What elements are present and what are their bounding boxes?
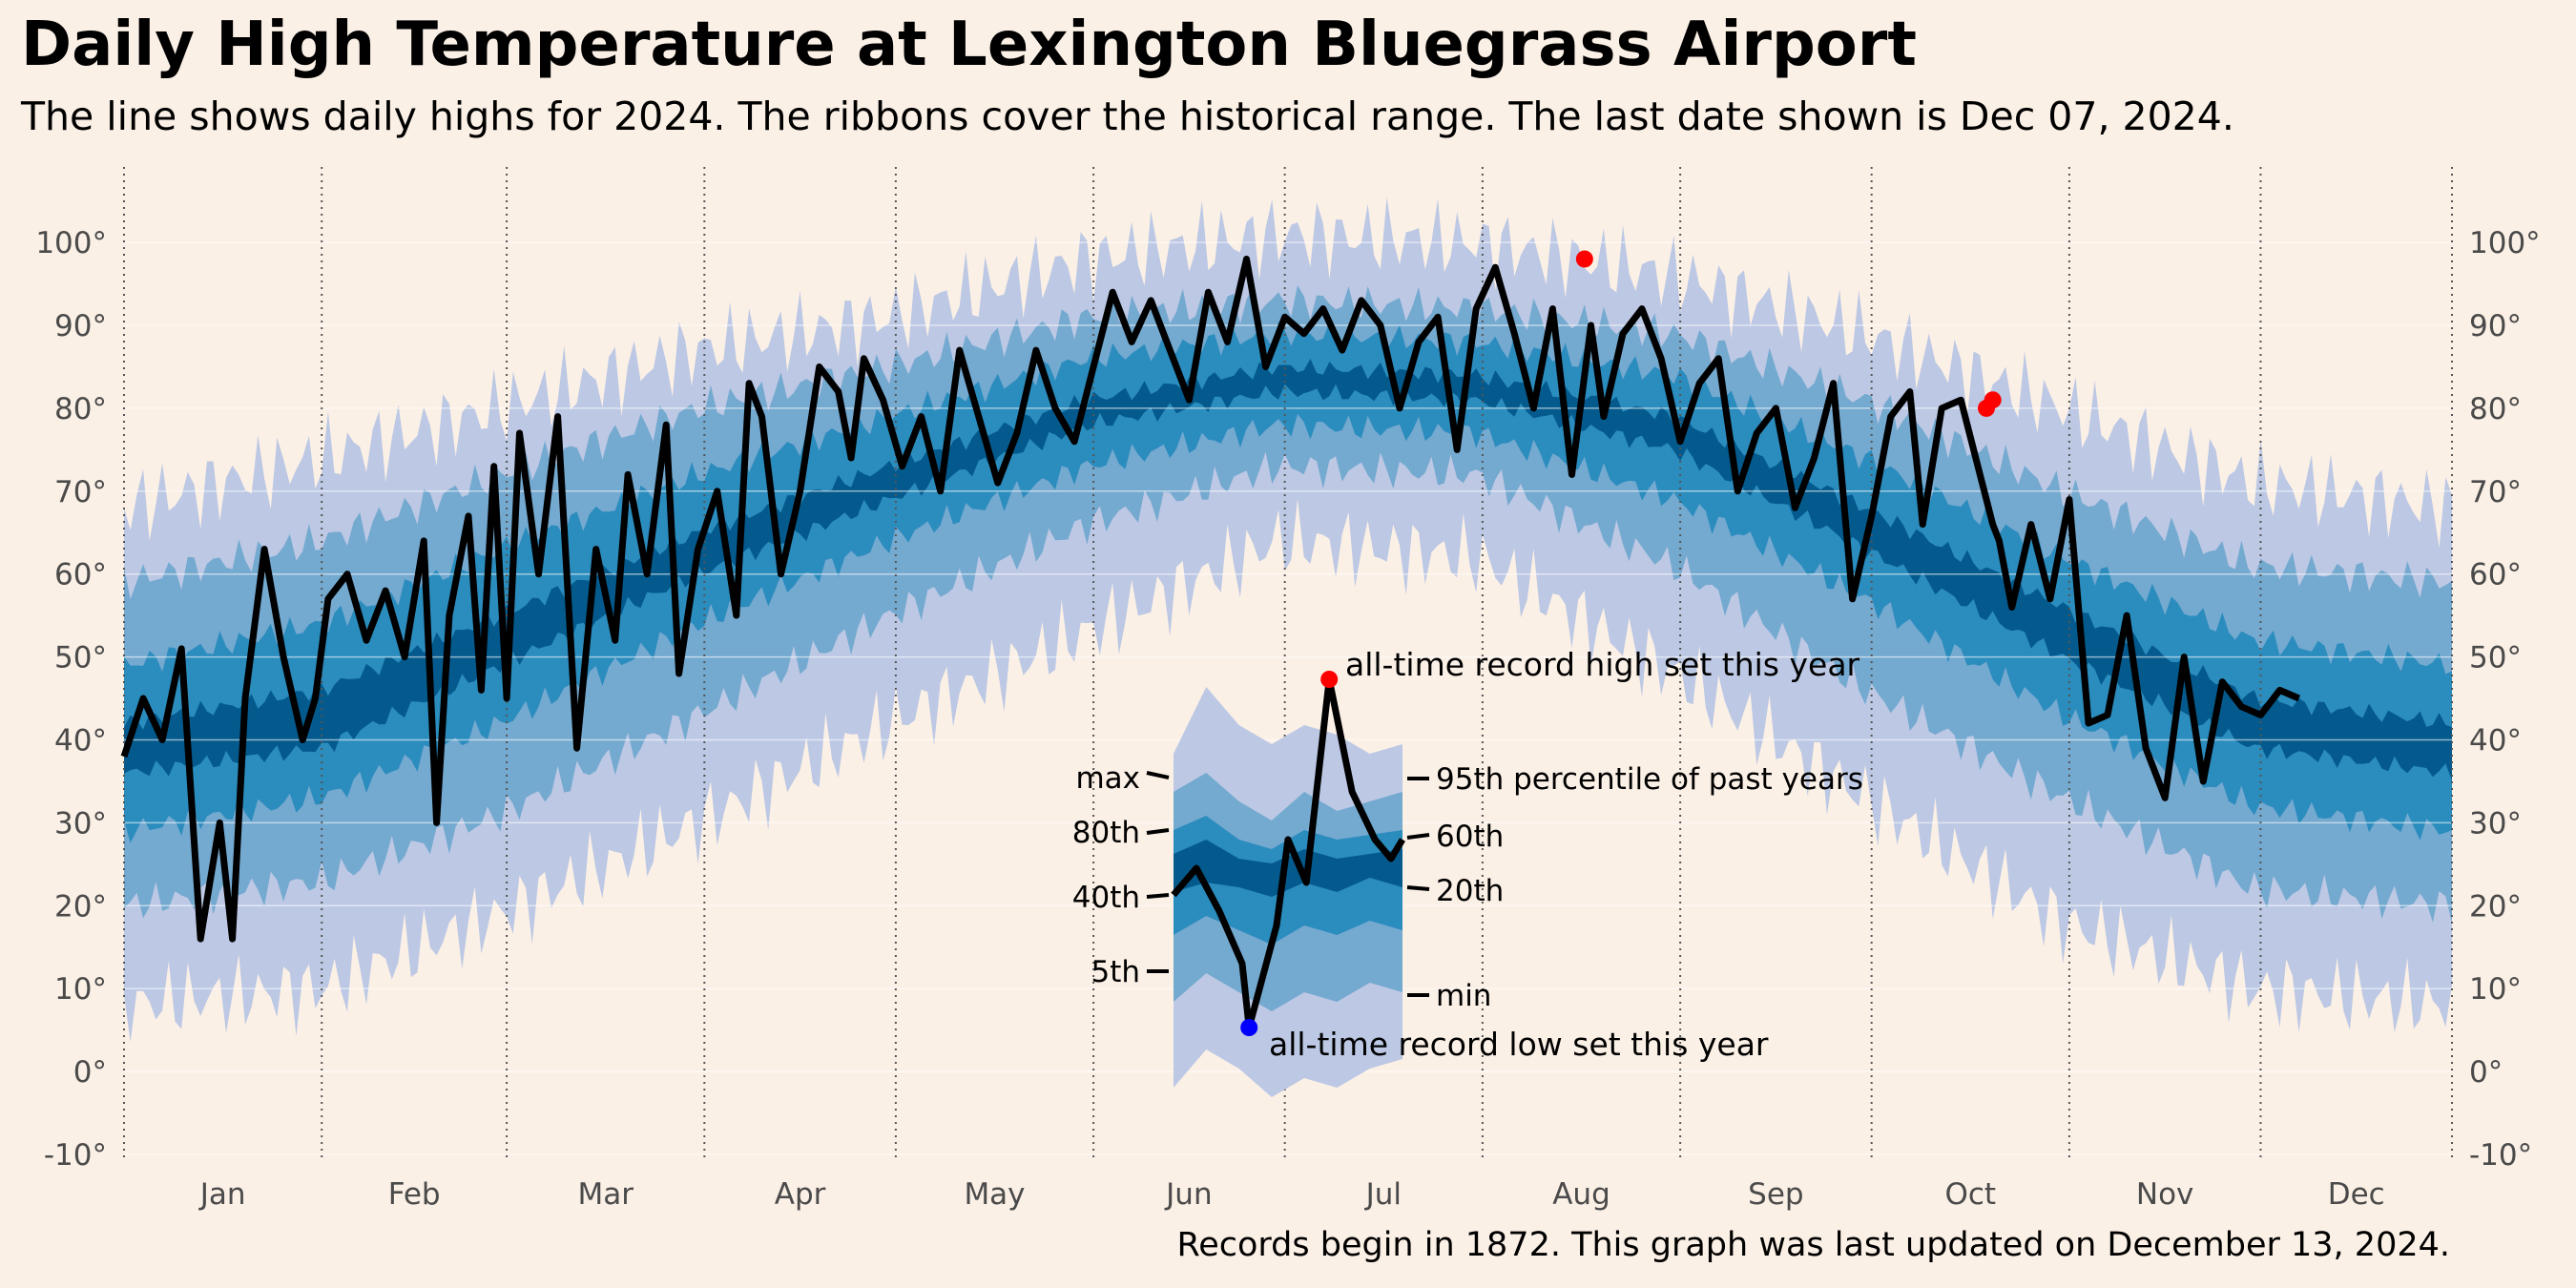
y-tick-label: 100° (2469, 226, 2541, 260)
y-tick-label: 0° (73, 1055, 107, 1090)
legend-record-low-marker (1240, 1019, 1258, 1036)
y-tick-label: -10° (44, 1138, 107, 1173)
legend-60th-label: 60th (1436, 820, 1504, 854)
y-axis-left: -10° 0° 10° 20° 30° 40° 50° 60° 70° 80° 90° 100° (35, 226, 107, 1173)
record-markers (1575, 250, 2002, 417)
legend: max 80th 40th 5th 95th percentile of past ye… (1072, 646, 1863, 1097)
legend-95th-label: 95th percentile of past years (1436, 762, 1863, 797)
daily-high-line (120, 256, 2300, 943)
y-tick-label: 10° (2469, 972, 2522, 1007)
y-tick-label: 10° (54, 972, 107, 1007)
y-tick-label: 20° (2469, 889, 2522, 924)
record-low-annotation: all-time record low set this year (1269, 1026, 1769, 1063)
y-tick-label: 80° (54, 392, 107, 426)
month-label: Mar (577, 1177, 634, 1212)
daily-high-series (120, 256, 2300, 943)
month-label: Nov (2136, 1177, 2194, 1212)
legend-line (1171, 675, 1406, 1031)
legend-min-label: min (1436, 979, 1491, 1013)
record-high-marker (1984, 391, 2002, 409)
record-high-marker (1575, 250, 1593, 268)
legend-band (1174, 840, 1402, 897)
legend-tick (1146, 771, 1170, 779)
y-tick-label: 30° (54, 806, 107, 841)
y-tick-label: 100° (35, 226, 107, 260)
y-tick-label: 60° (54, 558, 107, 592)
y-tick-label: 40° (54, 724, 107, 758)
legend-max-label: max (1075, 761, 1140, 796)
legend-40th-label: 40th (1072, 881, 1140, 915)
chart-footer: Records begin in 1872. This graph was la… (1176, 1226, 2450, 1264)
legend-5th-label: 5th (1091, 955, 1140, 989)
month-label: Aug (1552, 1177, 1610, 1212)
band-5th-95th (124, 285, 2452, 924)
y-tick-label: 50° (2469, 641, 2522, 675)
chart-title: Daily High Temperature at Lexington Blue… (21, 10, 1917, 80)
legend-tick (1146, 828, 1170, 835)
legend-tick (1146, 893, 1170, 899)
y-tick-label: 60° (2469, 558, 2522, 592)
y-tick-label: 90° (54, 309, 107, 343)
y-tick-label: 70° (54, 475, 107, 509)
band-20th-80th (124, 322, 2452, 843)
y-axis-right: -10° 0° 10° 20° 30° 40° 50° 60° 70° 80° 90° 100° (2469, 226, 2541, 1173)
record-high-annotation: all-time record high set this year (1345, 646, 1860, 683)
y-tick-label: 30° (2469, 806, 2522, 841)
legend-80th-label: 80th (1072, 816, 1140, 850)
legend-20th-label: 20th (1436, 874, 1504, 908)
month-label: Feb (388, 1177, 441, 1212)
y-tick-label: 0° (2469, 1055, 2503, 1090)
month-label: Jan (198, 1177, 246, 1212)
y-tick-label: 80° (2469, 392, 2522, 426)
month-label: May (964, 1177, 1025, 1212)
y-tick-label: 50° (54, 641, 107, 675)
y-tick-label: 90° (2469, 309, 2522, 343)
y-tick-label: -10° (2469, 1138, 2532, 1173)
chart-subtitle: The line shows daily highs for 2024. The… (21, 93, 2234, 139)
legend-record-high-marker (1320, 671, 1339, 688)
legend-tick (1406, 885, 1430, 891)
y-tick-label: 40° (2469, 724, 2522, 758)
y-tick-label: 20° (54, 889, 107, 924)
x-axis: Jan Feb Mar Apr May Jun Jul Aug Sep Oct Nov Dec (198, 1177, 2385, 1212)
month-label: Apr (775, 1177, 826, 1212)
month-label: Jun (1164, 1177, 1212, 1212)
band-40th-60th (124, 358, 2452, 780)
month-label: Sep (1748, 1177, 1803, 1212)
legend-tick (1406, 833, 1430, 840)
month-label: Oct (1944, 1177, 1996, 1212)
y-tick-label: 70° (2469, 475, 2522, 509)
month-label: Jul (1364, 1177, 1402, 1212)
month-label: Dec (2328, 1177, 2385, 1212)
